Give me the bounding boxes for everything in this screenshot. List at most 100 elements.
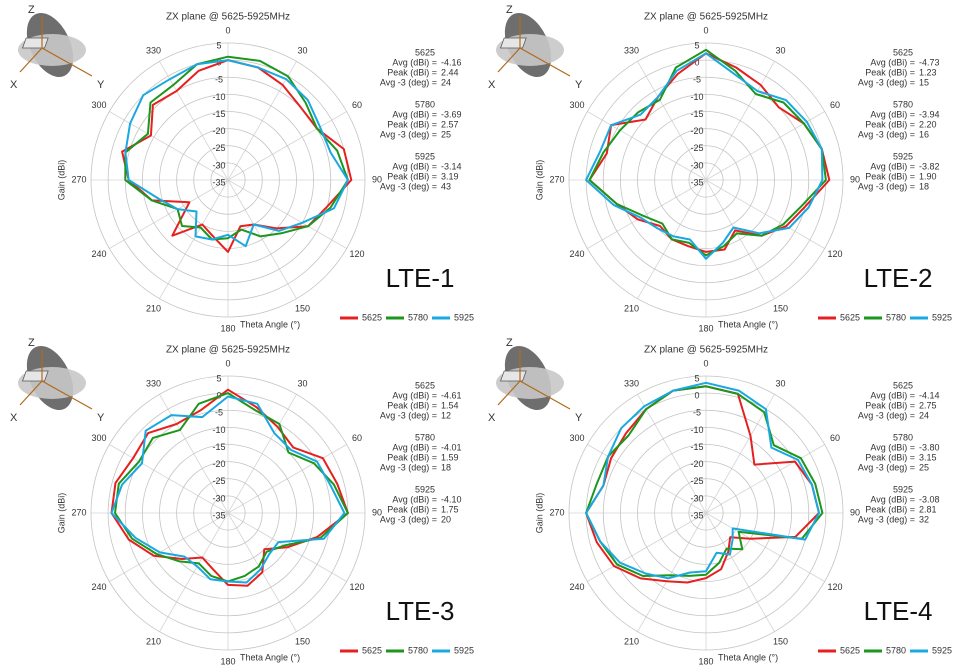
series-line — [585, 381, 820, 580]
theta-tick-label: 90 — [850, 507, 860, 517]
theta-tick-label: 60 — [830, 433, 840, 443]
stat-label: Avg (dBi) = — [392, 442, 437, 452]
stat-label: Avg (dBi) = — [870, 390, 915, 400]
theta-tick-label: 30 — [297, 378, 307, 388]
r-tick-label: -5 — [693, 408, 701, 418]
stat-value: -4.01 — [441, 442, 462, 452]
r-tick-label: -10 — [212, 425, 225, 435]
theta-tick-label: 210 — [146, 636, 161, 646]
axis-arrow — [19, 380, 43, 406]
ring-grid-line — [193, 145, 263, 215]
device — [499, 37, 527, 49]
theta-tick-label: 120 — [828, 582, 843, 592]
theta-axis-label: Theta Angle (°) — [718, 319, 778, 329]
series-line — [124, 59, 349, 248]
stat-label: Avg (dBi) = — [392, 494, 437, 504]
ring-grid-line — [671, 145, 741, 215]
theta-tick-label: 0 — [703, 25, 708, 35]
stat-label: Avg (dBi) = — [870, 57, 915, 67]
legend-label: 5625 — [840, 645, 860, 655]
stat-label: Peak (dBi) = — [387, 400, 437, 410]
ring-grid-line — [210, 162, 246, 198]
stat-label: Peak (dBi) = — [387, 171, 437, 181]
stat-label: Avg -3 (deg) = — [380, 462, 437, 472]
theta-tick-label: 120 — [828, 249, 843, 259]
theta-tick-label: 210 — [624, 636, 639, 646]
theta-axis-label: Theta Angle (°) — [240, 652, 300, 662]
r-tick-label: -35 — [690, 177, 703, 187]
stat-label: Peak (dBi) = — [865, 119, 915, 129]
stat-label: Peak (dBi) = — [387, 119, 437, 129]
theta-tick-label: 270 — [549, 507, 564, 517]
ring-grid-line — [688, 162, 724, 198]
r-tick-label: -10 — [690, 92, 703, 102]
stat-header: 5925 — [415, 484, 435, 494]
theta-tick-label: 90 — [372, 507, 382, 517]
ring-grid-line — [637, 444, 775, 582]
r-tick-label: -5 — [215, 408, 223, 418]
axes-icon: Z X Y — [10, 4, 105, 91]
stat-value: 43 — [441, 181, 451, 191]
series-line — [585, 52, 824, 260]
r-tick-label: 5 — [694, 373, 699, 383]
legend-label: 5625 — [840, 312, 860, 322]
ring-grid-line — [637, 111, 775, 249]
stat-label: Peak (dBi) = — [865, 400, 915, 410]
r-tick-label: -20 — [212, 459, 225, 469]
theta-tick-label: 240 — [91, 582, 106, 592]
series-line — [124, 55, 349, 241]
theta-tick-label: 300 — [91, 100, 106, 110]
stat-label: Peak (dBi) = — [865, 67, 915, 77]
axis-letter: Z — [28, 4, 35, 16]
stat-label: Avg -3 (deg) = — [858, 181, 915, 191]
stat-value: 2.44 — [441, 67, 459, 77]
stat-value: 18 — [441, 462, 451, 472]
r-axis-label: Gain (dBi) — [534, 160, 544, 201]
theta-tick-label: 300 — [91, 433, 106, 443]
stat-value: -3.08 — [919, 494, 940, 504]
stat-value: 1.54 — [441, 400, 459, 410]
stat-label: Avg -3 (deg) = — [858, 410, 915, 420]
chart-title: ZX plane @ 5625-5925MHz — [166, 345, 290, 356]
stat-value: 32 — [919, 514, 929, 524]
theta-tick-label: 330 — [624, 45, 639, 55]
r-tick-label: -20 — [690, 126, 703, 136]
theta-tick-label: 180 — [220, 323, 235, 333]
stat-value: 2.81 — [919, 504, 937, 514]
theta-tick-label: 180 — [220, 656, 235, 666]
r-tick-label: -25 — [690, 143, 703, 153]
theta-tick-label: 300 — [569, 433, 584, 443]
axis-letter: X — [10, 412, 18, 424]
legend-label: 5925 — [932, 645, 952, 655]
axis-arrow — [497, 380, 521, 406]
r-tick-label: -30 — [212, 160, 225, 170]
chart-title: ZX plane @ 5625-5925MHz — [644, 12, 768, 23]
stat-value: -3.69 — [441, 109, 462, 119]
ring-grid-line — [619, 93, 793, 267]
stat-label: Avg -3 (deg) = — [858, 514, 915, 524]
series-line — [588, 48, 827, 257]
axis-arrow — [519, 47, 571, 77]
stat-value: 3.15 — [919, 452, 937, 462]
stat-value: 2.20 — [919, 119, 937, 129]
theta-tick-label: 270 — [71, 174, 86, 184]
theta-tick-label: 30 — [775, 45, 785, 55]
theta-tick-label: 240 — [569, 582, 584, 592]
r-tick-label: -30 — [690, 160, 703, 170]
stat-label: Avg (dBi) = — [392, 57, 437, 67]
stat-label: Avg -3 (deg) = — [380, 129, 437, 139]
theta-tick-label: 90 — [850, 174, 860, 184]
stat-value: 24 — [919, 410, 929, 420]
r-tick-label: -15 — [212, 109, 225, 119]
panel-label: LTE-2 — [864, 263, 933, 293]
stat-value: 25 — [919, 462, 929, 472]
r-tick-label: -20 — [212, 126, 225, 136]
theta-tick-label: 30 — [775, 378, 785, 388]
theta-tick-label: 60 — [352, 100, 362, 110]
theta-tick-label: 330 — [624, 378, 639, 388]
stat-value: -3.82 — [919, 161, 940, 171]
theta-axis-label: Theta Angle (°) — [240, 319, 300, 329]
r-tick-label: 5 — [216, 40, 221, 50]
stat-value: 3.19 — [441, 171, 459, 181]
stat-label: Avg (dBi) = — [870, 494, 915, 504]
